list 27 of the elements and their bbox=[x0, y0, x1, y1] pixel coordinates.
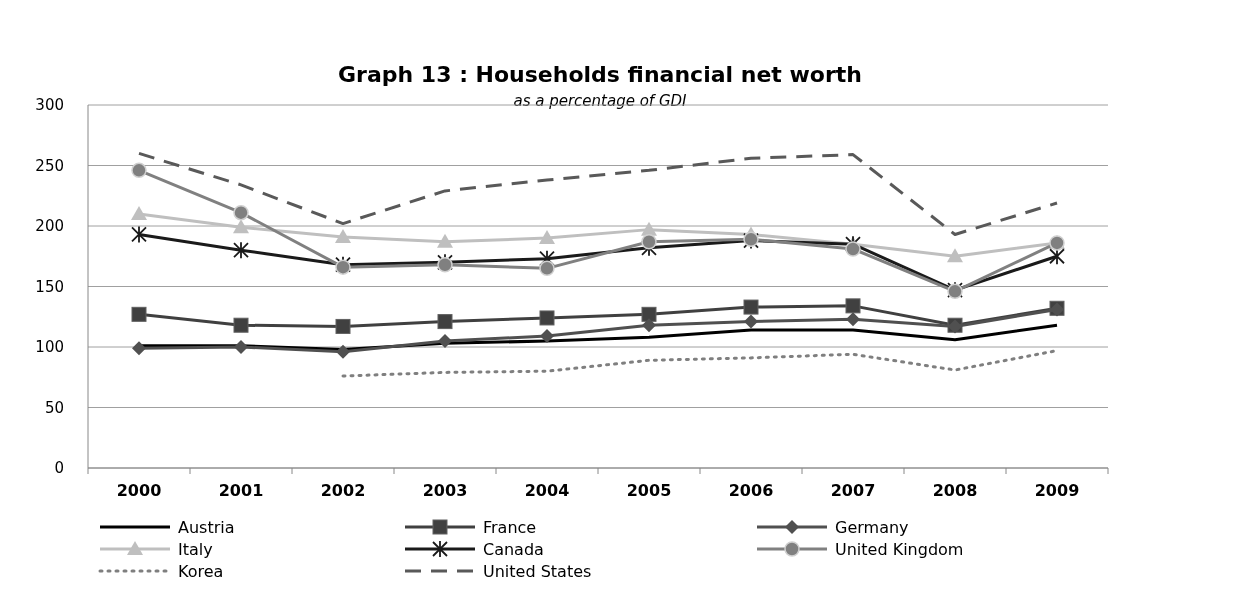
x-tick-label: 2001 bbox=[218, 481, 264, 500]
legend-label: Germany bbox=[835, 517, 909, 537]
y-tick-label: 250 bbox=[35, 156, 64, 175]
x-tick-label: 2004 bbox=[524, 481, 570, 500]
y-tick-label: 150 bbox=[35, 277, 64, 296]
x-tick-label: 2005 bbox=[626, 481, 672, 500]
y-tick-label: 50 bbox=[44, 398, 64, 417]
x-tick-label: 2000 bbox=[116, 481, 162, 500]
legend-label: France bbox=[483, 517, 537, 537]
chart-title: Graph 13 : Households financial net worth bbox=[338, 62, 862, 87]
x-tick-label: 2007 bbox=[830, 481, 876, 500]
legend-label: United States bbox=[483, 561, 592, 581]
x-tick-label: 2008 bbox=[932, 481, 978, 500]
legend-label: Canada bbox=[483, 539, 544, 559]
x-tick-label: 2002 bbox=[320, 481, 366, 500]
y-tick-label: 300 bbox=[35, 96, 64, 115]
legend-label: Austria bbox=[178, 517, 235, 537]
legend-label: United Kingdom bbox=[835, 539, 964, 559]
x-tick-label: 2003 bbox=[422, 481, 468, 500]
x-tick-label: 2009 bbox=[1034, 481, 1080, 500]
x-tick-label: 2006 bbox=[728, 481, 774, 500]
y-tick-label: 200 bbox=[35, 217, 64, 236]
y-tick-label: 100 bbox=[35, 338, 64, 357]
legend-label: Italy bbox=[178, 539, 213, 559]
y-tick-label: 0 bbox=[54, 459, 64, 478]
legend-label: Korea bbox=[178, 561, 224, 581]
chart-subtitle: as a percentage of GDI bbox=[513, 92, 688, 110]
